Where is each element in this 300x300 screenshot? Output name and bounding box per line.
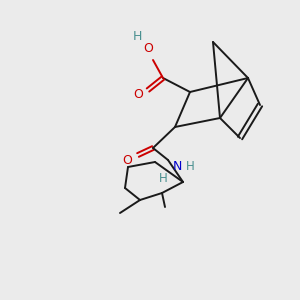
Text: N: N: [172, 160, 182, 173]
Text: H: H: [159, 172, 167, 184]
Text: H: H: [132, 29, 142, 43]
Text: O: O: [143, 41, 153, 55]
Text: O: O: [122, 154, 132, 166]
Text: O: O: [133, 88, 143, 100]
Text: H: H: [186, 160, 194, 173]
